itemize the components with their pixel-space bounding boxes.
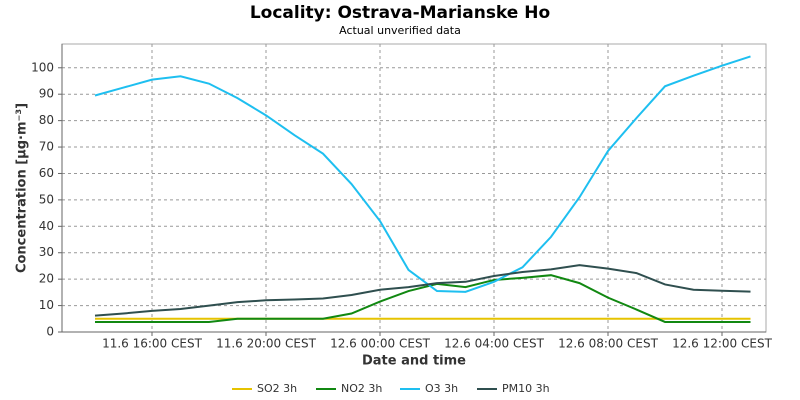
chart-title: Locality: Ostrava-Marianske Ho — [250, 3, 550, 23]
y-tick-label: 70 — [39, 140, 54, 154]
series-line — [95, 274, 751, 323]
chart-subtitle: Actual unverified data — [339, 24, 461, 37]
y-tick-label: 0 — [46, 325, 54, 339]
x-tick-label: 11.6 20:00 CEST — [216, 337, 317, 351]
x-tick-label: 12.6 12:00 CEST — [672, 337, 773, 351]
y-axis-label: Concentration [µg·m⁻³] — [15, 103, 30, 273]
y-tick-label: 40 — [39, 219, 54, 233]
legend-label: O3 3h — [425, 382, 458, 395]
legend-label: PM10 3h — [502, 382, 550, 395]
legend-label: NO2 3h — [341, 382, 382, 395]
x-tick-label: 12.6 04:00 CEST — [444, 337, 545, 351]
y-tick-label: 20 — [39, 272, 54, 286]
y-tick-label: 90 — [39, 87, 54, 101]
y-tick-label: 100 — [31, 60, 54, 74]
x-tick-label: 12.6 00:00 CEST — [330, 337, 431, 351]
series-line — [94, 264, 751, 317]
x-tick-label: 11.6 16:00 CEST — [102, 337, 203, 351]
x-axis-label: Date and time — [362, 354, 466, 369]
y-tick-label: 80 — [39, 113, 54, 127]
legend-label: SO2 3h — [257, 382, 297, 395]
y-tick-label: 10 — [39, 298, 54, 312]
y-tick-label: 50 — [39, 192, 54, 206]
y-tick-label: 60 — [39, 166, 54, 180]
plot-area — [61, 43, 767, 333]
y-tick-label: 30 — [39, 245, 54, 259]
series-line — [94, 55, 751, 293]
x-tick-label: 12.6 08:00 CEST — [558, 337, 659, 351]
